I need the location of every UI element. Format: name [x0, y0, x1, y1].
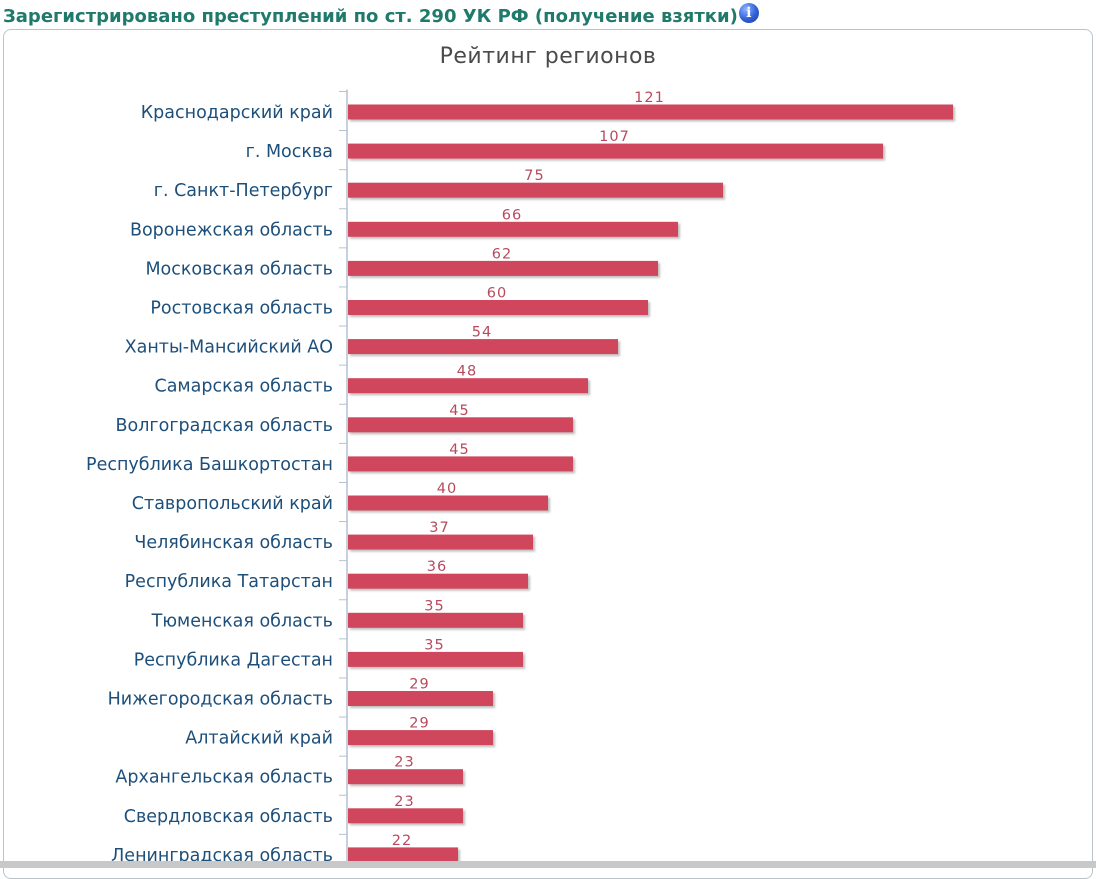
category-label: Краснодарский край: [141, 103, 333, 123]
bar[interactable]: [348, 573, 528, 589]
category-label: Воронежская область: [130, 220, 333, 240]
page-heading: Зарегистрировано преступлений по ст. 290…: [3, 3, 759, 28]
bar[interactable]: [348, 300, 648, 315]
category-label: Архангельская область: [115, 768, 333, 788]
data-label: 66: [502, 207, 522, 223]
category-label: Ставропольский край: [132, 494, 333, 514]
bar[interactable]: [348, 104, 953, 120]
category-label: Алтайский край: [185, 729, 333, 749]
bar[interactable]: [348, 143, 883, 159]
data-label: 35: [424, 637, 444, 653]
data-label: 48: [457, 364, 477, 380]
data-label: 62: [492, 246, 512, 262]
bar[interactable]: [348, 534, 533, 550]
category-label: г. Москва: [246, 142, 333, 162]
category-label: г. Санкт-Петербург: [154, 181, 333, 201]
data-label: 36: [427, 559, 447, 575]
data-label: 35: [424, 598, 444, 614]
category-label: Ленинградская область: [111, 846, 333, 866]
category-label: Волгоградская область: [116, 416, 333, 436]
category-label: Московская область: [145, 259, 333, 279]
bar[interactable]: [348, 730, 493, 746]
bar[interactable]: [348, 456, 573, 472]
bar[interactable]: [348, 417, 573, 433]
data-label: 29: [409, 716, 429, 732]
category-label: Ханты-Мансийский АО: [125, 338, 333, 358]
bar[interactable]: [348, 221, 678, 237]
data-label: 22: [392, 833, 412, 849]
category-label: Свердловская область: [124, 807, 333, 827]
category-label: Самарская область: [154, 377, 333, 397]
bar[interactable]: [348, 182, 723, 198]
category-label: Нижегородская область: [108, 690, 333, 710]
page-title: Зарегистрировано преступлений по ст. 290…: [3, 5, 738, 27]
data-label: 54: [472, 325, 492, 341]
bar[interactable]: [348, 769, 463, 785]
data-label: 45: [449, 442, 469, 458]
bar[interactable]: [348, 612, 523, 628]
data-label: 60: [487, 286, 507, 302]
bar[interactable]: [348, 495, 548, 511]
data-label: 23: [394, 794, 414, 810]
category-label: Ростовская область: [150, 299, 333, 319]
data-label: 29: [409, 677, 429, 693]
chart-panel: [3, 29, 1093, 879]
data-label: 75: [524, 168, 544, 184]
data-label: 23: [394, 755, 414, 771]
category-label: Республика Дагестан: [134, 650, 333, 670]
horizontal-scrollbar[interactable]: [0, 861, 1096, 868]
data-label: 37: [429, 520, 449, 536]
category-label: Республика Татарстан: [125, 572, 333, 592]
bar[interactable]: [348, 847, 458, 863]
data-label: 40: [437, 481, 457, 497]
bar[interactable]: [348, 691, 493, 706]
data-label: 45: [449, 403, 469, 419]
bar[interactable]: [348, 260, 658, 276]
data-label: 107: [599, 129, 630, 145]
info-icon[interactable]: i: [738, 3, 759, 23]
category-label: Республика Башкортостан: [86, 455, 333, 475]
category-label: Тюменская область: [151, 611, 333, 631]
category-label: Челябинская область: [134, 533, 333, 553]
bar[interactable]: [348, 808, 463, 824]
chart-title: Рейтинг регионов: [439, 44, 657, 69]
bar[interactable]: [348, 339, 618, 355]
data-label: 121: [634, 90, 665, 106]
bar[interactable]: [348, 651, 523, 667]
bar[interactable]: [348, 378, 588, 394]
